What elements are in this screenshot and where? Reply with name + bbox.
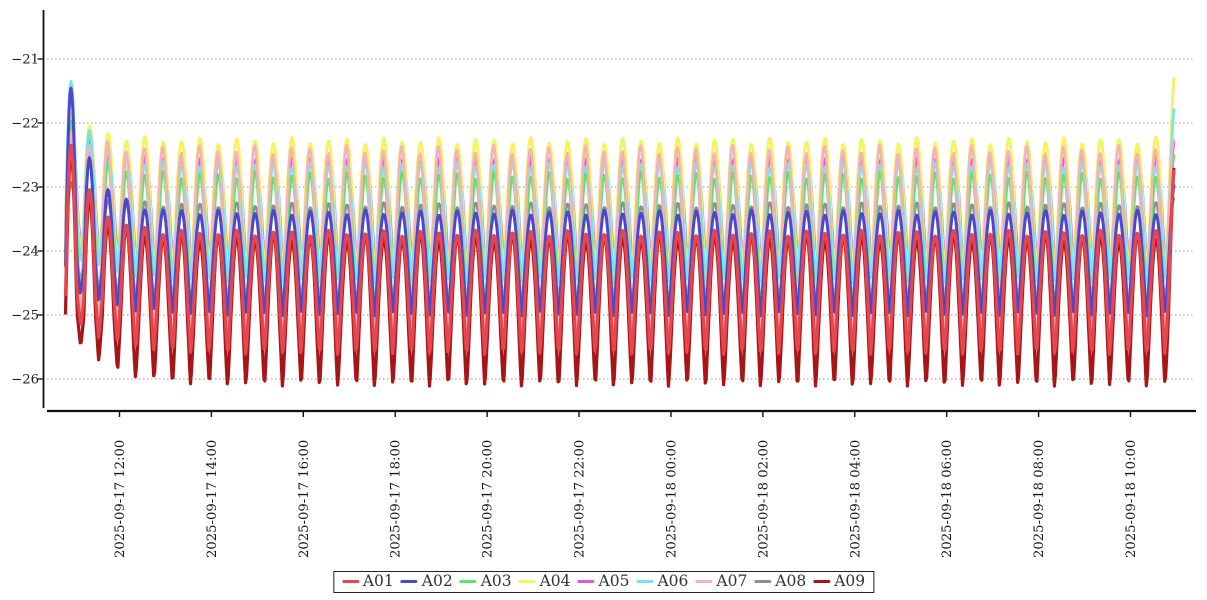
series-line-A02	[64, 86, 1176, 318]
x-tick-label: 2025-09-17 22:00	[573, 440, 588, 558]
legend-item-A08: A08	[754, 571, 807, 590]
legend-swatch-A04	[518, 579, 536, 583]
legend-item-A07: A07	[695, 571, 748, 590]
legend-label-A02: A02	[421, 571, 453, 590]
x-tick-label: 2025-09-17 18:00	[389, 440, 404, 558]
x-tick-label: 2025-09-18 02:00	[756, 440, 771, 558]
y-tick-label: −24	[11, 245, 39, 260]
legend-item-A05: A05	[577, 571, 630, 590]
legend-item-A04: A04	[518, 571, 571, 590]
legend-item-A01: A01	[341, 571, 394, 590]
legend-label-A06: A06	[657, 571, 689, 590]
legend-label-A04: A04	[539, 571, 571, 590]
y-tick-label: −22	[11, 117, 39, 132]
legend-label-A09: A09	[834, 571, 866, 590]
legend-label-A01: A01	[362, 571, 394, 590]
x-tick-label: 2025-09-17 20:00	[481, 440, 496, 558]
x-tick-label: 2025-09-18 08:00	[1032, 440, 1047, 558]
legend-swatch-A08	[754, 579, 772, 583]
legend-label-A05: A05	[598, 571, 630, 590]
x-tick-label: 2025-09-18 06:00	[940, 440, 955, 558]
legend-swatch-A02	[400, 579, 418, 583]
legend-item-A02: A02	[400, 571, 453, 590]
x-tick-label: 2025-09-17 14:00	[205, 440, 220, 558]
x-tick-label: 2025-09-17 16:00	[297, 440, 312, 558]
y-tick-label: −26	[11, 373, 39, 388]
legend-label-A03: A03	[480, 571, 512, 590]
x-tick-label: 2025-09-18 00:00	[664, 440, 679, 558]
legend-item-A03: A03	[459, 571, 512, 590]
legend-label-A07: A07	[716, 571, 748, 590]
legend-swatch-A06	[636, 579, 654, 583]
x-tick-label: 2025-09-18 04:00	[848, 440, 863, 558]
y-tick-label: −21	[11, 53, 39, 68]
legend-swatch-A05	[577, 579, 595, 583]
y-tick-label: −23	[11, 181, 39, 196]
y-tick-label: −25	[11, 309, 39, 324]
series-line-A07	[64, 130, 1176, 345]
legend-item-A06: A06	[636, 571, 689, 590]
x-tick-label: 2025-09-17 12:00	[113, 440, 128, 558]
legend-swatch-A07	[695, 579, 713, 583]
legend-label-A08: A08	[775, 571, 807, 590]
legend-swatch-A03	[459, 579, 477, 583]
series-line-A01	[63, 143, 1176, 356]
legend-swatch-A09	[813, 579, 831, 583]
legend-item-A09: A09	[813, 571, 866, 590]
legend-swatch-A01	[341, 579, 359, 583]
chart-legend: A01 A02 A03 A04 A05 A06 A07 A08 A09	[332, 570, 875, 593]
x-tick-label: 2025-09-18 10:00	[1124, 440, 1139, 558]
